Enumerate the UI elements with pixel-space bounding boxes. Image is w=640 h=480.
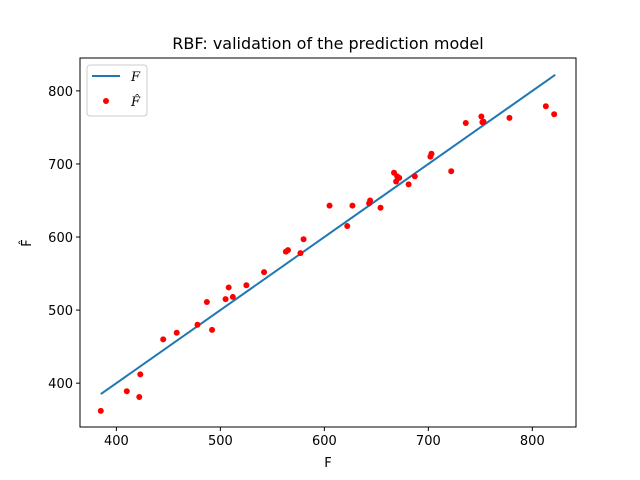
data-point — [173, 329, 180, 336]
data-point — [349, 202, 356, 209]
data-point — [480, 118, 487, 125]
data-point — [261, 269, 268, 276]
data-point — [222, 296, 229, 303]
data-point — [428, 150, 435, 157]
data-point — [405, 181, 412, 188]
legend-box — [86, 64, 148, 117]
y-tick-label: 400 — [48, 377, 73, 392]
data-point — [377, 204, 384, 211]
data-point — [478, 113, 485, 120]
data-point — [137, 371, 144, 378]
data-point — [194, 321, 201, 328]
x-axis-label: F — [324, 456, 331, 471]
data-point — [551, 111, 558, 118]
data-point — [97, 407, 104, 414]
data-point — [203, 299, 210, 306]
chart-title: RBF: validation of the prediction model — [172, 34, 483, 53]
data-point — [300, 236, 307, 243]
data-point — [136, 394, 143, 401]
y-tick-label: 600 — [48, 231, 73, 246]
x-tick-label: 500 — [208, 434, 233, 449]
data-point — [297, 250, 304, 257]
y-tick-label: 800 — [48, 85, 73, 100]
y-tick-label: 700 — [48, 158, 73, 173]
data-point — [344, 223, 351, 230]
y-tick-label: 500 — [48, 304, 73, 319]
legend-point-marker — [103, 98, 109, 104]
series-line-f — [100, 73, 556, 395]
data-point — [123, 388, 130, 395]
data-point — [326, 202, 333, 209]
data-point — [542, 103, 549, 110]
y-axis-label: F̂ — [20, 239, 35, 246]
x-tick-label: 800 — [520, 434, 545, 449]
data-point — [411, 173, 418, 180]
x-tick-label: 700 — [416, 434, 441, 449]
data-point — [243, 282, 250, 289]
data-point — [160, 336, 167, 343]
data-point — [396, 174, 403, 181]
legend-label-f: F — [130, 70, 141, 85]
data-point — [209, 326, 216, 333]
data-point — [225, 284, 232, 291]
data-point — [448, 168, 455, 175]
data-point — [367, 197, 374, 204]
data-point — [462, 120, 469, 127]
axes-frame — [79, 57, 577, 428]
legend: F F̂ — [86, 64, 148, 117]
data-point — [229, 293, 236, 300]
data-point — [284, 247, 291, 254]
axis-ticks: 400 500 600 700 800 400 500 600 700 800 — [48, 85, 545, 449]
data-point — [506, 114, 513, 121]
x-tick-label: 600 — [312, 434, 337, 449]
plot-area — [97, 73, 558, 414]
legend-label-f-hat: F̂ — [130, 94, 141, 110]
x-tick-label: 400 — [104, 434, 129, 449]
